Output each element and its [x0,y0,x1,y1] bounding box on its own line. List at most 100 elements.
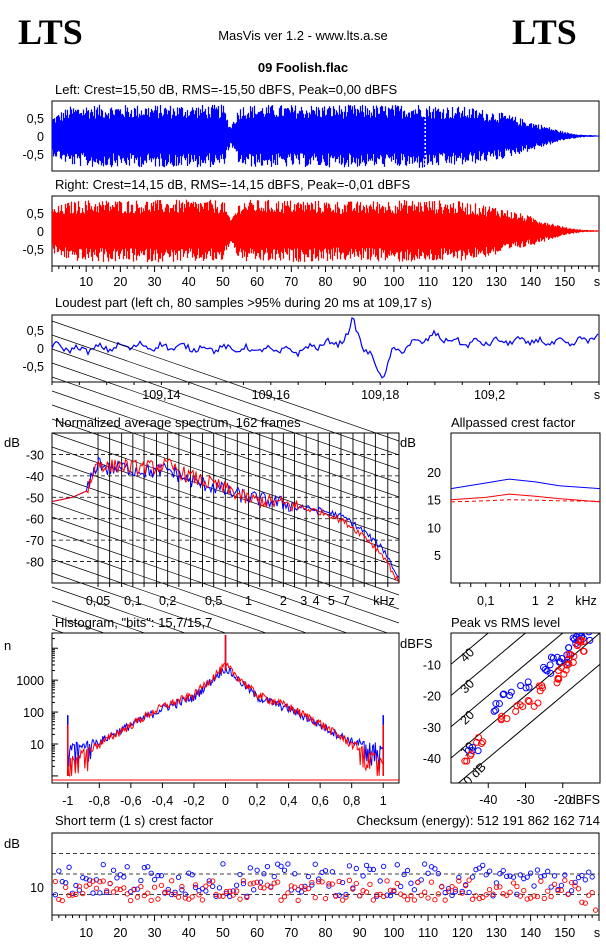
stc-point [421,861,428,867]
stc-point [346,877,353,883]
peak-rms-point [535,682,543,690]
peak-rms-ytick: -20 [423,690,441,704]
stc-point [514,883,520,890]
left-ytick-3: -0,5 [22,148,44,162]
stc-tick-label: 100 [383,926,404,940]
histogram-plot [52,635,399,781]
peak-rms-point [565,644,573,652]
stc-point [66,864,72,870]
stc-point [507,889,513,895]
stc-tick-label: 140 [520,926,541,940]
stc-tick-label: 40 [182,926,196,940]
allpassed-ytick: 20 [427,466,441,480]
stc-point [295,897,301,904]
stc-point [370,897,377,903]
spectrum-series-right [51,457,399,583]
histogram-title: Histogram, "bits": 15,7/15,7 [55,615,212,630]
short-term-title: Short term (1 s) crest factor [55,813,214,828]
stc-point [370,866,377,873]
spectrum-slope-line [51,502,400,624]
stc-point [213,893,219,899]
stc-point [134,886,141,892]
stc-point [449,892,455,899]
peak-rms-point [541,666,549,674]
peak-rms-point [495,700,503,708]
stc-point [476,895,482,902]
stc-point [374,892,380,898]
stc-point [551,873,558,879]
peak-rms-point [534,699,542,707]
peak-rms-point [524,678,532,686]
stc-point [483,892,489,898]
spectrum-ytick: -30 [26,448,44,462]
stc-point [486,868,493,874]
loud-tick-label: s [594,388,600,402]
stc-point [380,893,387,900]
histogram-ylabel: n [4,638,11,653]
stc-point [216,885,223,891]
left-waveform-plot [51,103,600,169]
stc-point [247,881,253,887]
stc-point [172,889,178,895]
stc-point [387,892,394,899]
stc-point [579,872,585,879]
histogram-xtick: 0,2 [248,794,265,808]
stc-point [565,891,571,898]
stc-point [93,885,100,891]
stc-point [421,889,428,895]
time-tick-label: 20 [113,275,127,289]
app-title: MasVis ver 1.2 - www.lts.a.se [218,28,388,43]
peak-rms-y-axis: -10 -20 -30 -40 [423,658,441,766]
allpassed-ytick: 15 [427,494,441,508]
stc-point [69,892,76,898]
stc-point [428,879,435,885]
stc-point [534,893,541,900]
peak-rms-point [506,692,514,700]
peak-rms-diagonal [451,633,600,759]
stc-point [363,862,370,868]
time-tick-label: 80 [319,275,333,289]
right-waveform-title: Right: Crest=14,15 dB, RMS=-14,15 dBFS, … [55,177,410,192]
stc-point [510,874,517,880]
allpassed-series-1 [450,493,601,503]
stc-point [377,878,383,884]
peak-rms-xtick: -20 [554,793,572,807]
stc-point [189,872,195,878]
stc-point [121,885,127,891]
stc-point [244,894,250,901]
stc-point [497,871,503,877]
stc-point [435,870,441,877]
stc-point [240,880,247,887]
right-ytick-1: 0,5 [27,207,44,221]
stc-point [179,887,185,893]
stc-point [104,889,110,895]
peak-rms-point [580,647,588,655]
stc-point [199,897,206,903]
stc-point [66,892,72,898]
stc-point [398,883,404,890]
time-tick-label: 70 [284,275,298,289]
time-tick-label: 140 [520,275,541,289]
spectrum-xtick: 2 [280,594,287,608]
stc-point [401,893,407,899]
stc-point [510,880,517,886]
logo-right: LTS [512,12,577,52]
stc-point [158,882,165,889]
left-waveform-panel: Left: Crest=15,50 dB, RMS=-15,50 dBFS, P… [22,82,600,172]
histogram-xtick: 0 [222,794,229,808]
stc-point [216,893,223,899]
loudest-part-plot [51,316,599,379]
peak-rms-point [573,642,581,650]
stc-point [394,880,400,887]
stc-point [80,875,86,881]
spectrum-slope-line [51,474,400,596]
stc-point [408,892,414,899]
stc-point [486,886,493,893]
spectrum-slope-line [51,488,400,610]
peak-rms-point [540,663,548,671]
stc-point [336,878,342,885]
checksum-label: Checksum (energy): 512 191 862 162 714 [356,813,600,828]
stc-point [586,869,592,875]
spectrum-ytick: -40 [26,470,44,484]
stc-point [97,890,103,896]
